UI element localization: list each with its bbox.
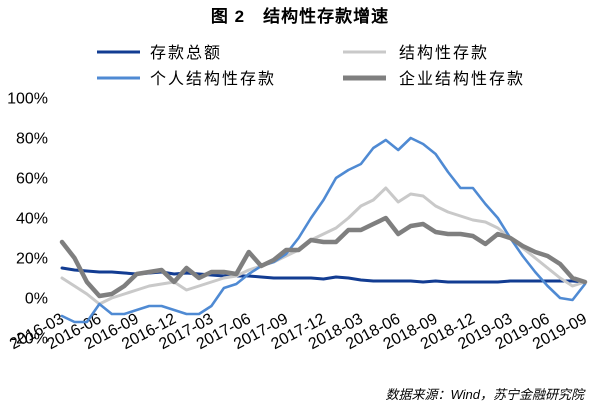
y-tick-label: -20% — [11, 331, 48, 348]
legend-label-corporate-structured-deposits: 企业结构性存款 — [399, 70, 525, 88]
legend-label-total-deposits: 存款总额 — [150, 44, 222, 62]
y-tick-label: 80% — [16, 131, 48, 148]
y-tick-label: 100% — [7, 91, 48, 108]
y-tick-label: 40% — [16, 211, 48, 228]
x-axis-tick-labels: 2016-032016-062016-092016-122017-032017-… — [7, 310, 590, 353]
series-lines — [59, 136, 588, 324]
legend-item-personal-structured-deposits: 个人结构性存款 — [97, 70, 276, 88]
personal-structured-deposits-line — [60, 136, 587, 324]
legend-item-total-deposits: 存款总额 — [97, 44, 222, 62]
y-tick-label: 60% — [16, 171, 48, 188]
legend-item-corporate-structured-deposits: 企业结构性存款 — [343, 70, 525, 88]
structured-deposits-line — [60, 186, 587, 306]
y-tick-label: 0% — [25, 291, 48, 308]
source-note: 数据来源：Wind，苏宁金融研究院 — [385, 387, 586, 402]
legend-label-structured-deposits: 结构性存款 — [399, 44, 489, 62]
corporate-structured-deposits-line — [59, 215, 588, 299]
y-tick-label: 20% — [16, 251, 48, 268]
chart-title: 图 2 结构性存款增速 — [211, 6, 389, 26]
legend-label-personal-structured-deposits: 个人结构性存款 — [150, 70, 276, 88]
y-axis-tick-labels: 100% 80% 60% 40% 20% 0% -20% — [7, 91, 48, 348]
legend-item-structured-deposits: 结构性存款 — [343, 44, 489, 62]
legend: 存款总额 结构性存款 个人结构性存款 企业结构性存款 — [97, 44, 525, 88]
